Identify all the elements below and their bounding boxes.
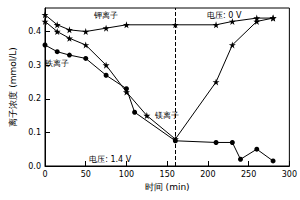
svg-text:0.1: 0.1: [28, 128, 41, 137]
svg-text:时间 (min): 时间 (min): [145, 182, 190, 192]
svg-text:0.2: 0.2: [28, 94, 41, 103]
svg-text:50: 50: [81, 170, 91, 179]
svg-text:0.0: 0.0: [28, 162, 41, 171]
svg-text:钾离子: 钾离子: [93, 11, 118, 20]
svg-text:镁离子: 镁离子: [155, 111, 180, 121]
svg-text:电压: 0 V: 电压: 0 V: [207, 11, 242, 20]
svg-text:150: 150: [160, 170, 175, 179]
svg-text:300: 300: [282, 170, 297, 179]
svg-text:100: 100: [119, 170, 134, 179]
svg-text:250: 250: [241, 170, 256, 179]
svg-text:0.3: 0.3: [28, 61, 41, 70]
svg-text:200: 200: [200, 170, 215, 179]
svg-text:电压: 1.4 V: 电压: 1.4 V: [89, 155, 132, 164]
svg-text:0: 0: [42, 170, 47, 179]
svg-text:0.4: 0.4: [28, 27, 41, 36]
svg-text:离子浓度 (mmol/L): 离子浓度 (mmol/L): [8, 47, 18, 126]
svg-text:铁离子: 铁离子: [44, 59, 69, 68]
